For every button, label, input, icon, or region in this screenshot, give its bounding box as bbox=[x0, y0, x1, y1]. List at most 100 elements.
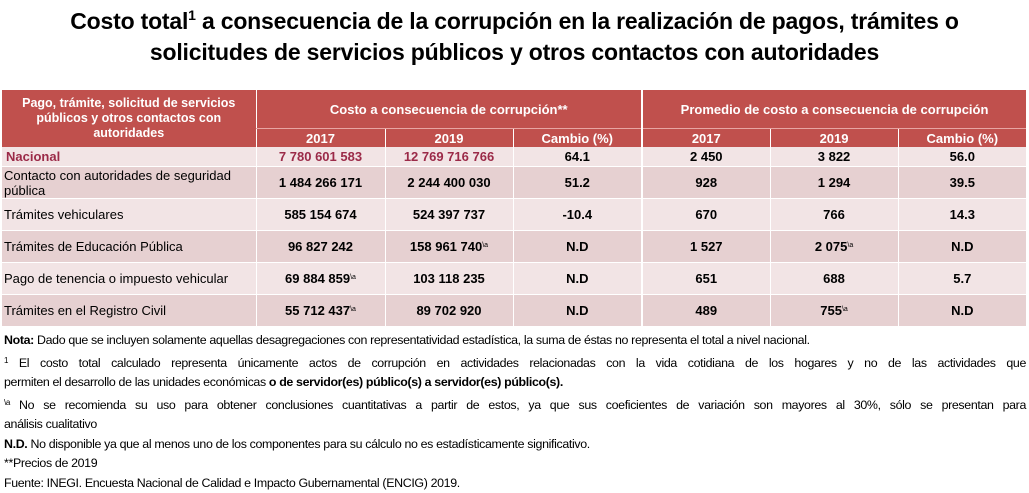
table-cell: 755\a bbox=[770, 295, 898, 327]
row-label: Trámites en el Registro Civil bbox=[2, 295, 256, 327]
table-cell: 55 712 437\a bbox=[256, 295, 385, 327]
cell-value: N.D bbox=[566, 271, 588, 286]
table-cell: 158 961 740\a bbox=[385, 231, 513, 263]
cell-value: 755 bbox=[820, 303, 842, 318]
table-cell: N.D bbox=[513, 263, 642, 295]
footnote-text: El costo total calculado representa únic… bbox=[8, 356, 1026, 370]
cell-value: 651 bbox=[695, 271, 717, 286]
cell-value: 2 244 400 030 bbox=[407, 175, 490, 190]
cell-value: 928 bbox=[695, 175, 717, 190]
subheader-4: 2019 bbox=[770, 129, 898, 148]
table-cell: 89 702 920 bbox=[385, 295, 513, 327]
cell-value: 12 769 716 766 bbox=[404, 149, 494, 164]
footnote-marker: \a bbox=[847, 242, 853, 249]
cell-value: 89 702 920 bbox=[416, 303, 481, 318]
cell-value: 585 154 674 bbox=[284, 207, 356, 222]
table-cell: 1 527 bbox=[642, 231, 770, 263]
table-cell: 2 244 400 030 bbox=[385, 167, 513, 199]
note-text: Dado que se incluyen solamente aquellas … bbox=[34, 333, 810, 347]
cell-value: 524 397 737 bbox=[413, 207, 485, 222]
table-cell: 103 118 235 bbox=[385, 263, 513, 295]
subheader-0: 2017 bbox=[256, 129, 385, 148]
cell-value: 158 961 740 bbox=[410, 239, 482, 254]
title-text: a consecuencia de la corrupción en la re… bbox=[196, 8, 959, 34]
notes: Nota: Dado que se incluyen solamente aqu… bbox=[4, 331, 1026, 493]
table-cell: -10.4 bbox=[513, 199, 642, 231]
footnote-text: No se recomienda su uso para obtener con… bbox=[10, 398, 1026, 412]
cell-value: N.D bbox=[566, 303, 588, 318]
table-cell: 96 827 242 bbox=[256, 231, 385, 263]
cell-value: N.D bbox=[951, 303, 973, 318]
cell-value: 2 075 bbox=[815, 239, 848, 254]
cell-value: 5.7 bbox=[953, 271, 971, 286]
table-row: Contacto con autoridades de seguridad pú… bbox=[2, 167, 1026, 199]
row-label: Trámites de Educación Pública bbox=[2, 231, 256, 263]
cell-value: N.D bbox=[566, 239, 588, 254]
title-line-2: solicitudes de servicios públicos y otro… bbox=[0, 37, 1029, 68]
table-cell: 489 bbox=[642, 295, 770, 327]
table-cell: 928 bbox=[642, 167, 770, 199]
footnote-marker: \a bbox=[350, 274, 356, 281]
cell-value: 51.2 bbox=[565, 175, 590, 190]
cell-value: 489 bbox=[695, 303, 717, 318]
cell-value: 96 827 242 bbox=[288, 239, 353, 254]
cell-value: 3 822 bbox=[818, 149, 851, 164]
table-cell: 670 bbox=[642, 199, 770, 231]
table-cell: N.D bbox=[513, 231, 642, 263]
row-header: Pago, trámite, solicitud de servicios pú… bbox=[2, 90, 256, 147]
table-cell: 39.5 bbox=[898, 167, 1026, 199]
subheader-2: Cambio (%) bbox=[513, 129, 642, 148]
footnote-text: permiten el desarrollo de las unidades e… bbox=[4, 375, 269, 389]
cell-value: 69 884 859 bbox=[285, 271, 350, 286]
source-note: Fuente: INEGI. Encuesta Nacional de Cali… bbox=[4, 474, 1026, 493]
table-cell: 7 780 601 583 bbox=[256, 147, 385, 167]
note-label: Nota: bbox=[4, 333, 34, 347]
cell-value: 1 294 bbox=[818, 175, 851, 190]
table-cell: 14.3 bbox=[898, 199, 1026, 231]
cell-value: 1 527 bbox=[690, 239, 723, 254]
cell-value: 1 484 266 171 bbox=[279, 175, 362, 190]
row-label: Pago de tenencia o impuesto vehicular bbox=[2, 263, 256, 295]
group-header-costo: Costo a consecuencia de corrupción** bbox=[256, 90, 642, 129]
footnote-bold-text: o de servidor(es) público(s) a servidor(… bbox=[269, 375, 563, 389]
table-cell: 524 397 737 bbox=[385, 199, 513, 231]
cell-value: 670 bbox=[695, 207, 717, 222]
cell-value: 55 712 437 bbox=[285, 303, 350, 318]
table-cell: N.D bbox=[898, 231, 1026, 263]
nd-text: No disponible ya que al menos uno de los… bbox=[27, 437, 589, 451]
table-cell: 69 884 859\a bbox=[256, 263, 385, 295]
subheader-5: Cambio (%) bbox=[898, 129, 1026, 148]
cell-value: 103 118 235 bbox=[413, 271, 485, 286]
table-cell: N.D bbox=[898, 295, 1026, 327]
table-cell: 1 484 266 171 bbox=[256, 167, 385, 199]
table-cell: 2 075\a bbox=[770, 231, 898, 263]
cell-value: 56.0 bbox=[950, 149, 975, 164]
table-cell: 651 bbox=[642, 263, 770, 295]
table-cell: 766 bbox=[770, 199, 898, 231]
corruption-cost-table: Pago, trámite, solicitud de servicios pú… bbox=[2, 90, 1026, 326]
row-label: Nacional bbox=[2, 147, 256, 167]
table-row: Trámites de Educación Pública 96 827 242 1… bbox=[2, 231, 1026, 263]
cell-value: 766 bbox=[823, 207, 845, 222]
table-row: Trámites vehiculares 585 154 674 524 397 7… bbox=[2, 199, 1026, 231]
cell-value: 64.1 bbox=[565, 149, 590, 164]
page-title: Costo total1 a consecuencia de la corrup… bbox=[0, 6, 1029, 68]
cell-value: 14.3 bbox=[950, 207, 975, 222]
table-cell: 51.2 bbox=[513, 167, 642, 199]
row-label: Trámites vehiculares bbox=[2, 199, 256, 231]
cell-value: 7 780 601 583 bbox=[279, 149, 362, 164]
cell-value: 39.5 bbox=[950, 175, 975, 190]
group-header-promedio: Promedio de costo a consecuencia de corr… bbox=[642, 90, 1026, 129]
title-text: Costo total bbox=[70, 8, 188, 34]
table-cell: 5.7 bbox=[898, 263, 1026, 295]
table-cell: 1 294 bbox=[770, 167, 898, 199]
footnote-marker: \a bbox=[350, 306, 356, 313]
cell-value: N.D bbox=[951, 239, 973, 254]
footnote-text: análisis cualitativo bbox=[4, 417, 97, 431]
cell-value: 688 bbox=[823, 271, 845, 286]
footnote-marker: \a bbox=[482, 242, 488, 249]
nd-label: N.D. bbox=[4, 437, 27, 451]
